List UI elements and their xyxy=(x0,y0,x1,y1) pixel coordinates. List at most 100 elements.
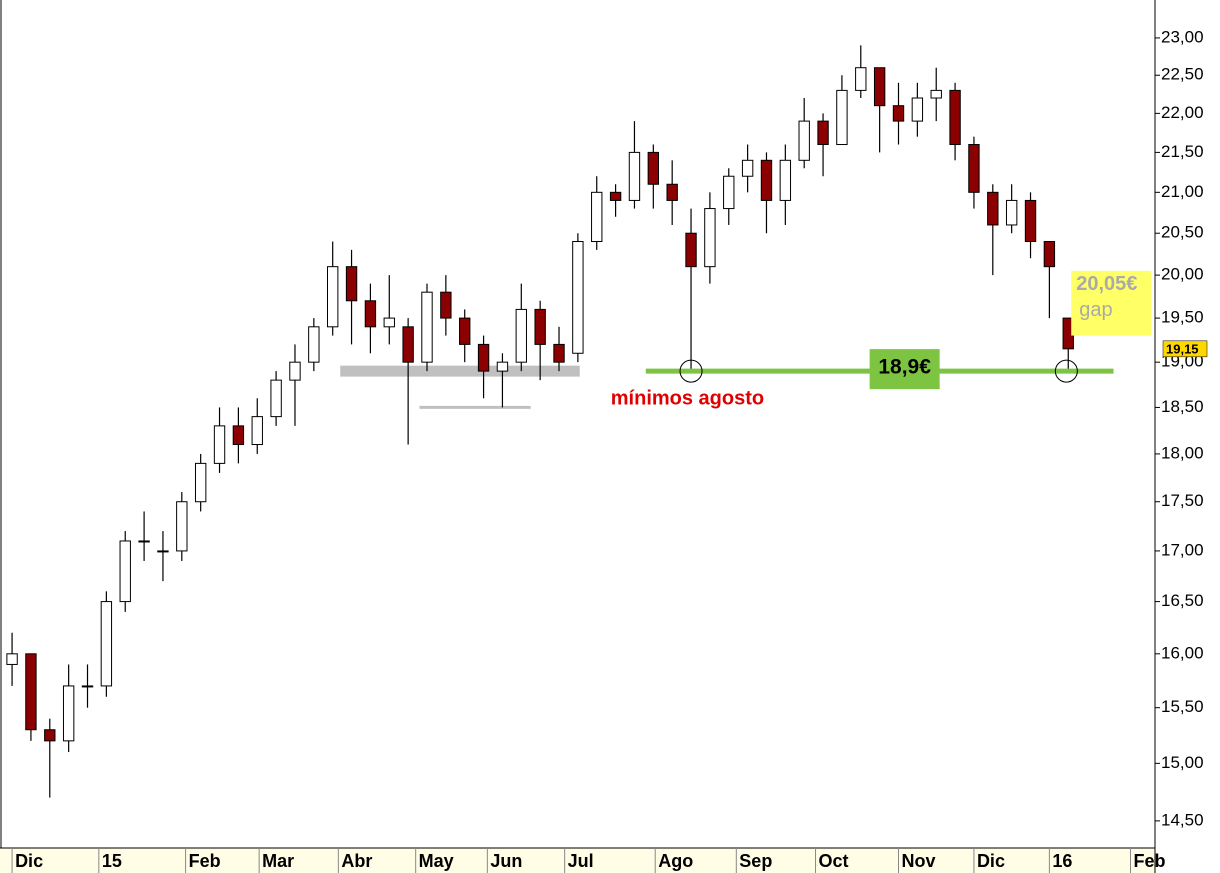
candle-body xyxy=(345,266,358,302)
candle-body xyxy=(440,291,452,319)
candle-body xyxy=(685,232,697,268)
candle-body xyxy=(270,379,282,418)
candle-body xyxy=(100,601,113,687)
candle-body xyxy=(987,191,999,226)
candle-body xyxy=(251,416,263,446)
candle-body xyxy=(1024,199,1037,243)
y-tick-label: 14,50 xyxy=(1161,810,1204,829)
y-tick-label: 19,50 xyxy=(1161,308,1204,327)
y-tick-label: 15,00 xyxy=(1161,753,1204,772)
candle-body xyxy=(496,361,509,372)
x-tick-label: 16 xyxy=(1052,851,1072,871)
candle-body xyxy=(572,241,584,354)
candle-body xyxy=(1043,241,1056,268)
candle-body xyxy=(855,67,867,91)
candle-body xyxy=(477,343,490,372)
candle-body xyxy=(968,144,980,193)
x-tick-label: 15 xyxy=(102,851,122,871)
gap-box xyxy=(1071,270,1152,336)
candle-body xyxy=(289,361,301,381)
candle-body xyxy=(194,462,207,503)
x-axis-band xyxy=(0,848,1155,873)
x-tick-label: Jul xyxy=(568,851,594,871)
y-tick-label: 20,50 xyxy=(1161,223,1204,242)
x-tick-label: Abr xyxy=(341,851,372,871)
candle-body xyxy=(119,540,131,603)
last-price-box xyxy=(1162,340,1208,358)
y-tick-label: 17,00 xyxy=(1161,540,1204,559)
last-price-label: 19,15 xyxy=(1166,341,1199,356)
candle-body xyxy=(609,191,622,201)
candle-body xyxy=(628,151,641,201)
candle-body xyxy=(892,105,905,122)
candle-body xyxy=(798,120,810,161)
support-label-box xyxy=(869,349,940,390)
low-marker xyxy=(1054,359,1078,383)
candle-body xyxy=(81,685,94,688)
gap-text: gap xyxy=(1079,299,1112,321)
candle-body xyxy=(327,266,339,328)
candle-body xyxy=(364,300,377,328)
candle-body xyxy=(6,653,18,665)
candle-body xyxy=(723,175,735,210)
y-tick-label: 15,50 xyxy=(1161,697,1204,716)
candle-body xyxy=(836,89,848,146)
low-marker xyxy=(679,359,703,383)
candle-body xyxy=(44,729,56,742)
y-tick-label: 21,50 xyxy=(1161,142,1204,161)
candle-body xyxy=(817,120,829,146)
y-tick-label: 18,50 xyxy=(1161,397,1204,416)
candle-body xyxy=(666,183,678,201)
candle-body xyxy=(911,97,924,122)
candle-body xyxy=(760,159,773,201)
y-tick-label: 17,50 xyxy=(1161,491,1204,510)
y-tick-label: 20,00 xyxy=(1161,265,1204,284)
candle-body xyxy=(515,308,527,363)
candle-body xyxy=(459,317,471,345)
candle-body xyxy=(704,208,716,268)
x-tick-label: Nov xyxy=(902,851,936,871)
candle-body xyxy=(308,326,320,363)
y-tick-label: 22,50 xyxy=(1161,65,1204,84)
y-tick-label: 22,00 xyxy=(1161,103,1204,122)
candle-body xyxy=(873,67,886,107)
candle-body xyxy=(1005,199,1018,226)
x-tick-label: Jun xyxy=(490,851,522,871)
candle-body xyxy=(647,151,660,185)
y-tick-label: 23,00 xyxy=(1161,27,1204,46)
candle-body xyxy=(157,550,169,553)
x-tick-label: Ago xyxy=(658,851,693,871)
candle-body xyxy=(534,308,546,345)
x-tick-label: Mar xyxy=(262,851,294,871)
x-tick-label: May xyxy=(419,851,454,871)
candle-body xyxy=(779,159,792,201)
candle-body xyxy=(402,326,414,363)
candle-body xyxy=(138,540,150,543)
candle-body xyxy=(383,317,395,328)
y-tick-label: 16,50 xyxy=(1161,591,1204,610)
candle-body xyxy=(232,425,245,446)
candle-body xyxy=(553,343,565,363)
x-tick-label: Dic xyxy=(15,851,43,871)
x-tick-label: Feb xyxy=(189,851,221,871)
candle-body xyxy=(930,89,942,99)
gap-price: 20,05€ xyxy=(1076,273,1137,295)
support-label: 18,9€ xyxy=(878,356,931,379)
x-tick-label: Feb xyxy=(1133,851,1165,871)
y-tick-label: 18,00 xyxy=(1161,443,1204,462)
candle-body xyxy=(176,501,188,552)
candle-body xyxy=(949,89,961,146)
y-tick-label: 16,00 xyxy=(1161,643,1204,662)
x-tick-label: Sep xyxy=(739,851,772,871)
x-tick-label: Oct xyxy=(819,851,849,871)
candle-body xyxy=(591,191,603,243)
candle-body xyxy=(213,425,226,464)
candle-body xyxy=(741,159,754,177)
y-tick-label: 21,00 xyxy=(1161,182,1204,201)
support-note: mínimos agosto xyxy=(611,387,764,409)
candle-body xyxy=(421,291,433,363)
candle-body xyxy=(62,685,75,742)
candle-body xyxy=(25,653,37,731)
